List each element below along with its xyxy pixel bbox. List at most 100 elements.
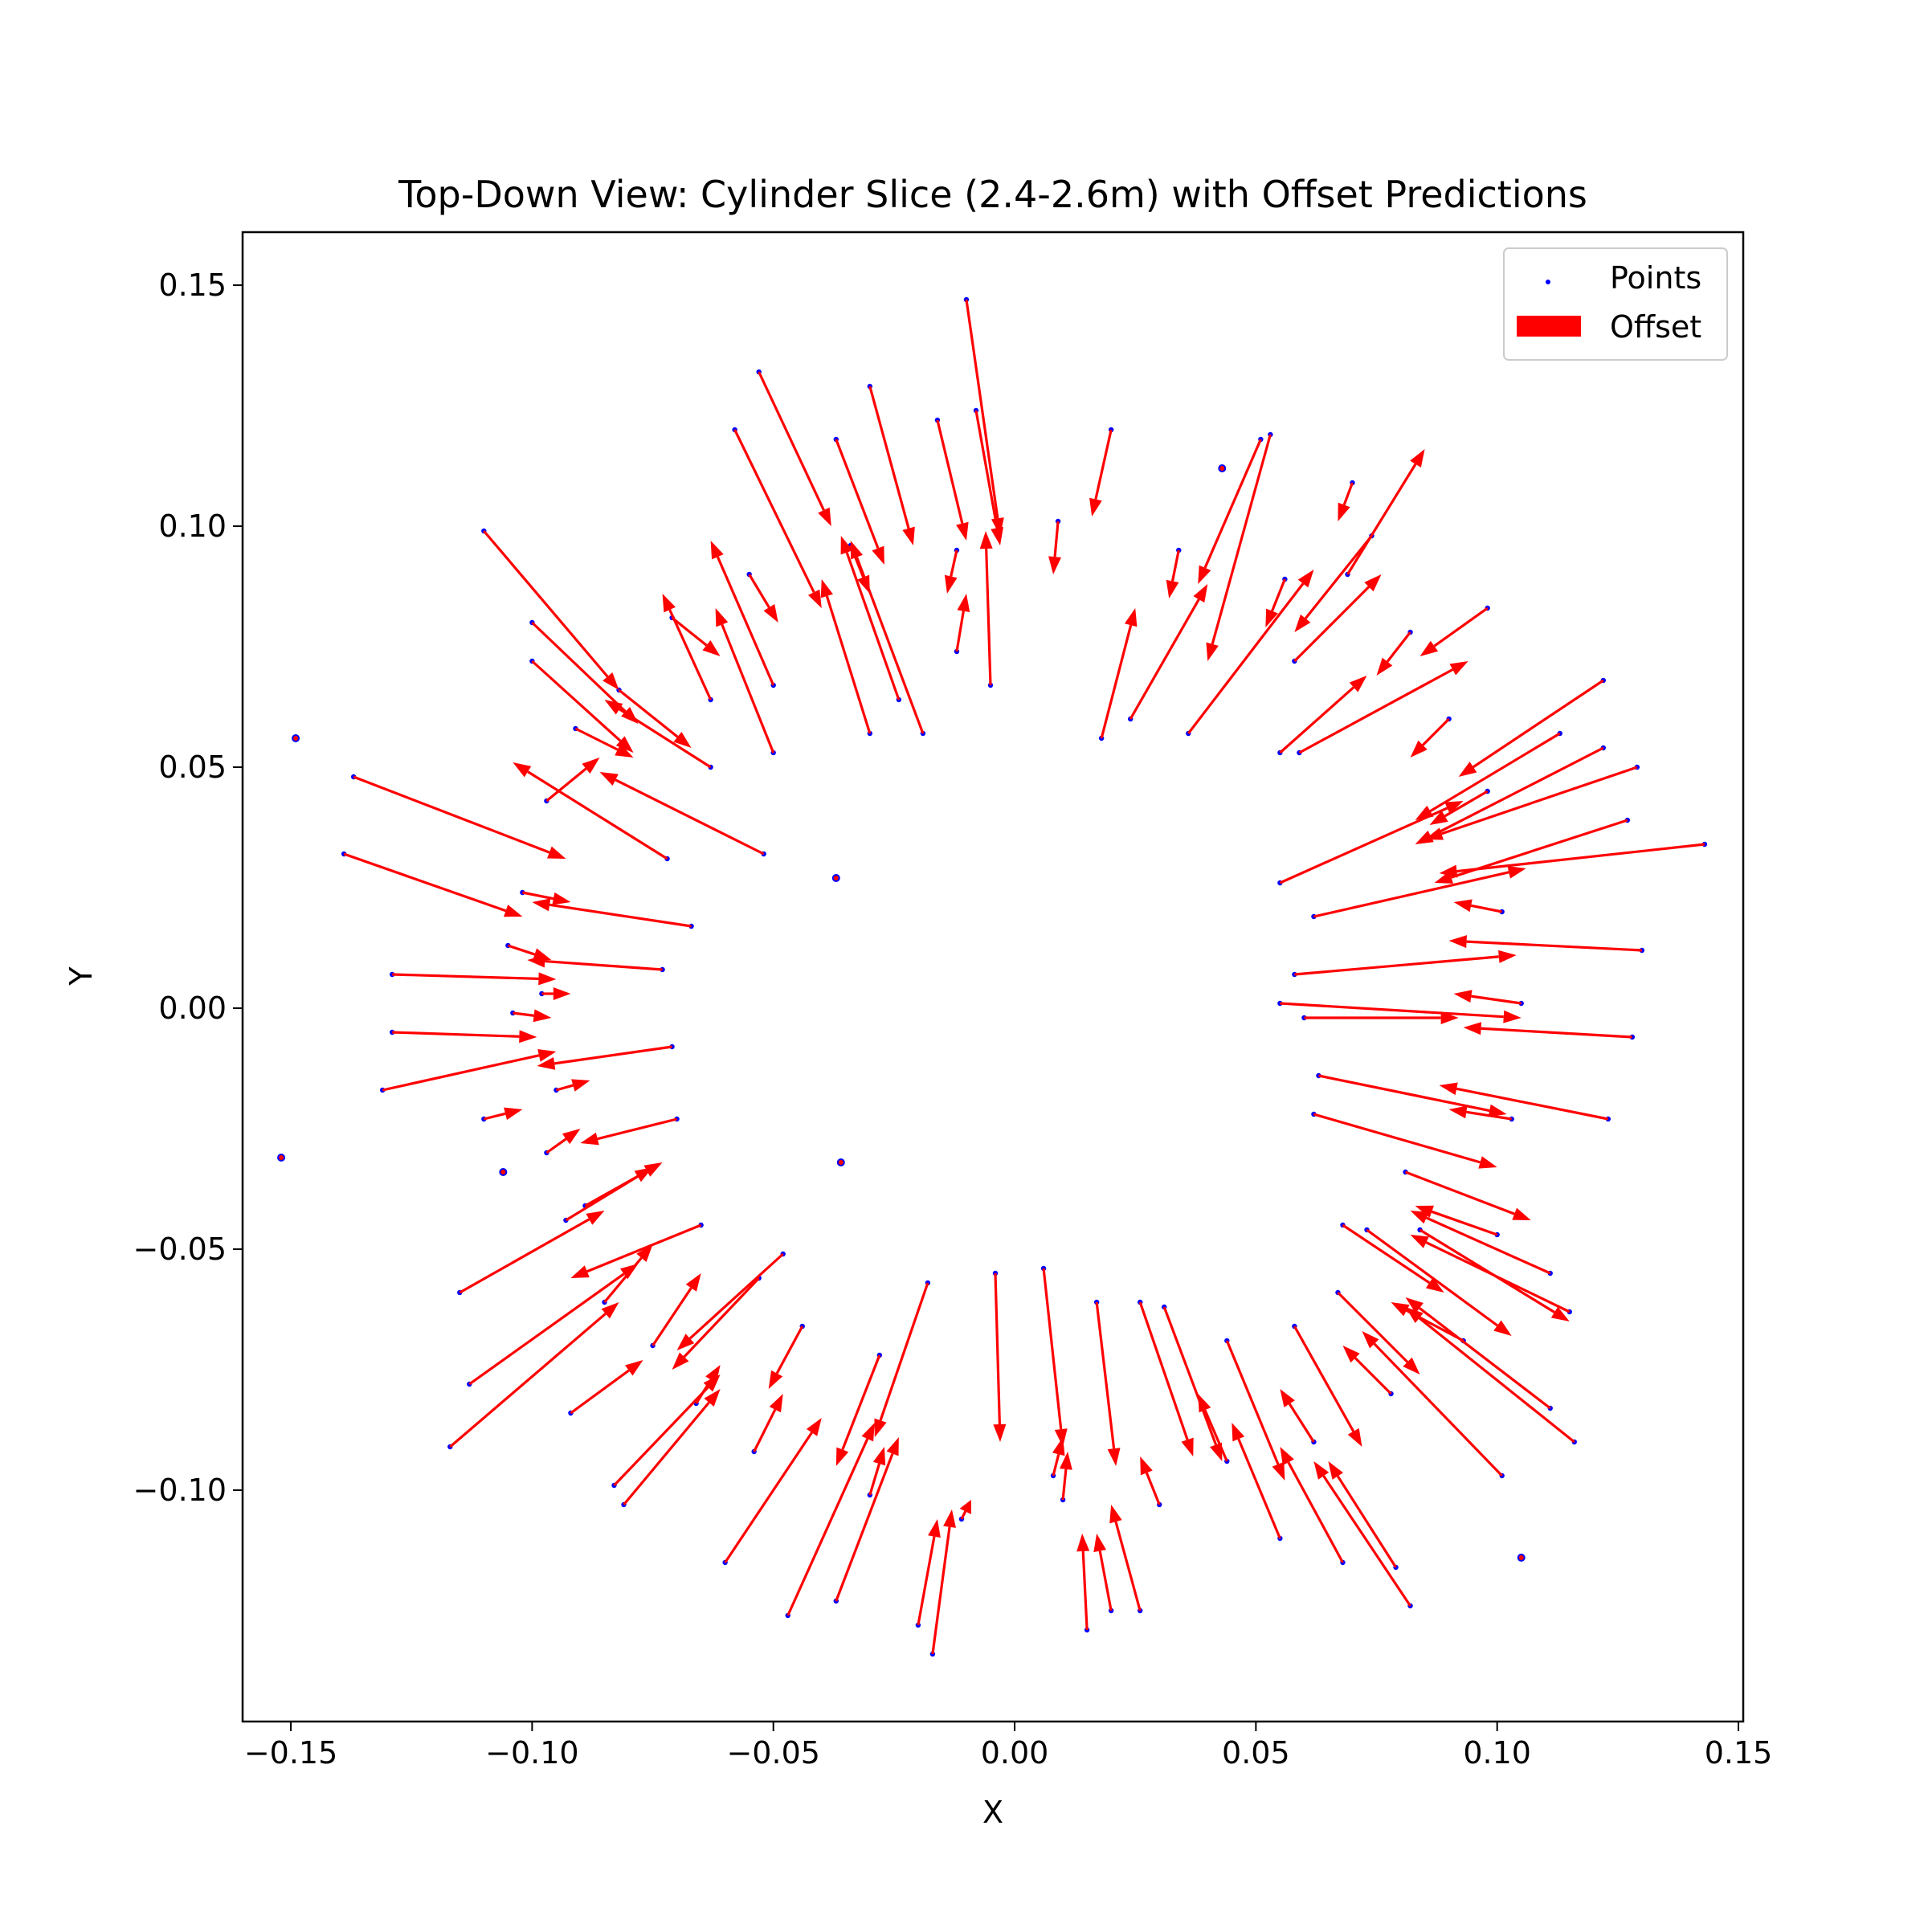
offset-arrow-shaft [382,1054,540,1092]
offset-arrow [604,700,712,769]
offset-arrow [1294,950,1517,976]
offset-arrow [343,852,523,917]
offset-arrow-shaft [753,1408,777,1452]
offset-arrow-head [1059,1452,1072,1470]
offset-arrow [555,1079,590,1092]
offset-arrow [1342,1223,1444,1293]
offset-arrow-head [662,594,676,613]
offset-arrow [1410,1211,1551,1275]
offset-arrow-shaft [615,778,765,856]
x-tick-label: −0.05 [726,1735,819,1771]
offset-arrow-head [768,1370,783,1389]
offset-arrow-shaft [468,1272,625,1386]
offset-arrow [1366,1228,1512,1336]
offset-arrow [507,944,552,961]
point-marker [277,1154,286,1162]
offset-arrow-shaft [1470,904,1502,913]
offset-arrow-head [1405,1297,1424,1313]
offset-arrow [715,608,775,754]
offset-arrow [1059,1452,1072,1501]
offset-arrow-head [1294,614,1311,632]
offset-arrow-shaft [671,616,708,647]
offset-arrow [1453,990,1522,1005]
offset-arrow [748,574,778,623]
offset-arrow [1279,676,1367,754]
offset-arrow-head [537,1056,556,1070]
offset-arrow-shaft [1203,1409,1228,1462]
offset-arrow [483,529,619,690]
offset-arrow [522,891,571,905]
offset-arrow [733,429,822,608]
offset-arrow [874,1282,929,1437]
offset-arrow-shaft [1061,1468,1068,1501]
offset-arrow-head [1109,1505,1122,1524]
offset-arrow-head [1439,1082,1458,1096]
offset-arrow [676,1252,784,1350]
y-tick-label: 0.15 [158,268,227,303]
offset-arrow [662,594,713,701]
offset-arrow [652,1273,701,1346]
offset-arrow-shaft [555,1084,574,1092]
offset-arrow [758,371,831,526]
offset-arrow-shaft [960,1510,967,1520]
offset-arrow-head [1507,866,1526,879]
offset-arrow-head [944,574,958,594]
offset-arrow [724,1418,822,1563]
y-axis-label: Y [63,966,99,986]
offset-arrow-head [1410,740,1428,758]
offset-arrow-head [1488,1104,1507,1117]
offset-arrow [786,1423,875,1616]
offset-arrow-shaft [1313,1113,1481,1164]
offset-arrow-head [957,594,970,613]
offset-arrow-head [705,1365,721,1383]
offset-arrow [1415,746,1604,844]
offset-arrow-shaft [1421,717,1450,746]
offset-arrow [483,1107,523,1121]
x-tick-label: 0.10 [1463,1735,1531,1771]
offset-arrow-shaft [974,410,999,529]
offset-arrow [1448,935,1642,952]
offset-arrow-shaft [733,429,815,593]
offset-arrow [1419,1228,1570,1321]
offset-arrow-shaft [1129,598,1200,720]
offset-arrow [1265,578,1286,627]
offset-arrow [1313,866,1526,918]
offset-arrow-shaft [527,770,668,860]
offset-arrow-head [1434,871,1453,884]
offset-arrow-shaft [1429,732,1561,813]
offset-arrow-head [601,1302,619,1319]
offset-arrow-shaft [1211,434,1272,645]
y-tick-label: −0.10 [133,1472,227,1508]
offset-arrow-head [1349,676,1367,692]
offset-arrow-head [533,1009,552,1023]
offset-arrow [1298,661,1468,754]
offset-arrow [835,1437,899,1602]
offset-arrow-head [806,1418,822,1436]
offset-arrow [580,1117,677,1146]
offset-arrow-shaft [652,1287,692,1346]
offset-arrow-head [979,531,993,549]
offset-arrow-shaft [1433,607,1489,647]
offset-arrow-head [1493,1320,1512,1336]
offset-arrow-shaft [1203,439,1262,569]
offset-arrow-shaft [1100,624,1133,739]
offset-arrow-head [807,589,822,608]
offset-arrow-shaft [1293,586,1370,663]
offset-arrow [1293,574,1382,663]
offset-arrow [1404,1170,1531,1220]
offset-arrow [1429,790,1489,825]
offset-arrow-shaft [936,419,964,524]
offset-arrow [710,541,775,686]
offset-arrow-head [993,1423,1007,1442]
offset-arrow [1280,1002,1522,1023]
offset-arrow-head [1410,449,1425,468]
offset-arrow [1362,1331,1503,1477]
offset-arrow [840,536,901,701]
x-axis-label: X [982,1795,1003,1830]
offset-arrow-head [1193,584,1208,603]
offset-arrow-shaft [553,1045,672,1065]
offset-arrow-head [636,1244,653,1263]
offset-arrow-head [928,1519,941,1538]
offset-arrow-shaft [1187,582,1305,734]
offset-arrow-head [1210,1442,1223,1461]
